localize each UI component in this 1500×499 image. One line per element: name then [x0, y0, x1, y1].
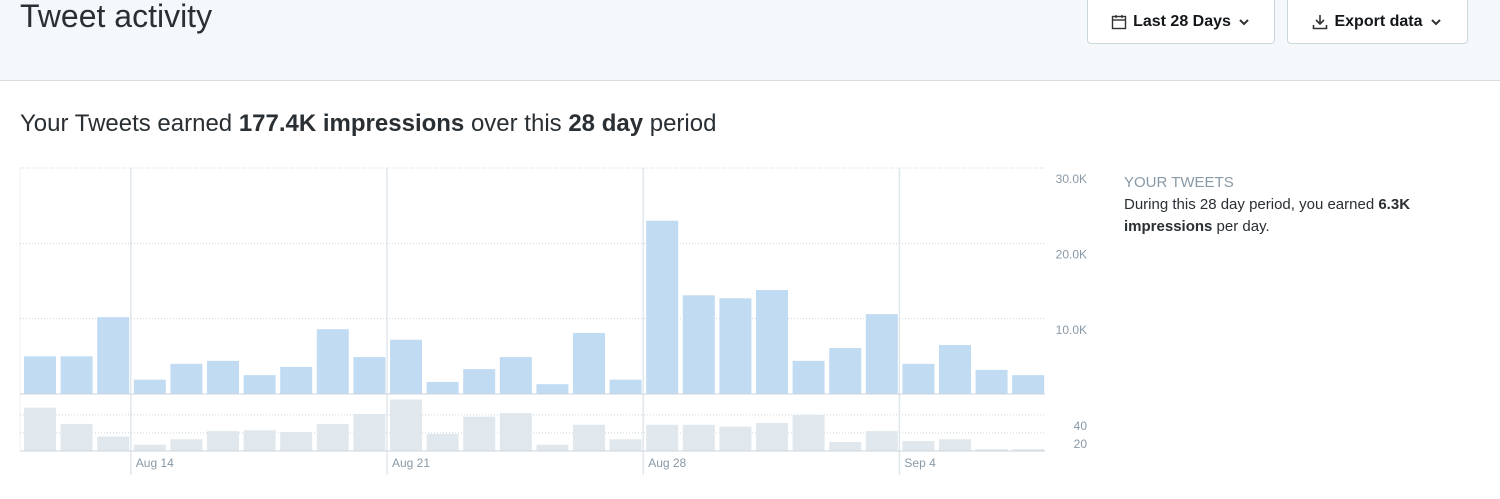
bar	[719, 298, 752, 394]
bar	[280, 432, 313, 451]
text: Your Tweets earned	[20, 110, 233, 137]
bar	[536, 444, 569, 451]
x-tick-label: Aug 14	[136, 456, 174, 470]
bar	[499, 357, 532, 394]
bar	[499, 413, 532, 451]
text: over this	[470, 110, 562, 137]
bar	[426, 381, 459, 394]
date-range-button[interactable]: Last 28 Days	[1087, 0, 1275, 44]
bar	[24, 356, 56, 394]
bar	[243, 375, 276, 394]
bar	[316, 329, 349, 394]
bar	[573, 332, 605, 394]
bar	[353, 357, 386, 394]
bar	[975, 449, 1008, 451]
bar	[646, 220, 679, 394]
bar	[865, 431, 898, 451]
bar	[902, 441, 935, 451]
bar	[60, 423, 93, 451]
bar	[1012, 449, 1045, 451]
bar	[170, 363, 203, 394]
bar	[280, 366, 313, 394]
header: Tweet activity Last 28 Days Export data	[0, 0, 1500, 81]
export-button[interactable]: Export data	[1287, 0, 1468, 44]
bar	[243, 430, 276, 451]
bar	[646, 424, 679, 451]
download-icon	[1313, 15, 1328, 30]
side-text: During this 28 day period, you earned 6.…	[1124, 194, 1484, 238]
bar	[353, 413, 386, 451]
bar	[463, 416, 496, 451]
bar	[829, 441, 862, 451]
bar	[719, 426, 752, 451]
bar	[170, 439, 203, 451]
bar	[1012, 375, 1045, 394]
y-tick-label: 10.0K	[1056, 323, 1087, 337]
bar	[426, 433, 459, 451]
bar	[316, 423, 349, 451]
text: During this 28 day period, you earned	[1124, 196, 1375, 213]
side-heading: YOUR TWEETS	[1124, 174, 1234, 191]
calendar-icon	[1111, 15, 1127, 30]
text: 177.4K impressions	[238, 110, 465, 137]
bar	[390, 339, 422, 394]
chevron	[1430, 19, 1441, 26]
text: period	[649, 110, 717, 137]
bar	[390, 399, 422, 451]
button-label: Last 28 Days	[1133, 13, 1231, 30]
bar	[97, 436, 130, 451]
chevron	[1239, 19, 1249, 26]
bar	[573, 424, 605, 451]
chart: Aug 14 Aug 21 Aug 28 Sep 4 10.0K 20.0K 30.0K 20…	[19, 167, 1088, 475]
y-tick-label: 20	[1074, 437, 1088, 451]
x-tick-label: Sep 4	[904, 456, 936, 470]
bar	[975, 369, 1008, 394]
summary: Your Tweets earned 177.4K impressions ov…	[20, 110, 716, 138]
page-title: Tweet activity	[20, 0, 213, 34]
y-tick-label: 30.0K	[1056, 172, 1087, 186]
bar	[609, 439, 642, 451]
text: 28 day	[568, 110, 644, 137]
bar	[133, 379, 166, 394]
bar	[682, 424, 715, 451]
text: 6.3K impressions	[1124, 196, 1411, 235]
bar	[792, 414, 825, 451]
bar	[536, 384, 569, 394]
bar	[792, 360, 825, 394]
bar	[60, 356, 93, 394]
bar	[756, 423, 788, 451]
bar	[939, 345, 971, 394]
side-panel: YOUR TWEETS During this 28 day period, y…	[1124, 172, 1484, 238]
bar	[207, 360, 239, 394]
y-tick-label: 20.0K	[1056, 248, 1087, 262]
x-tick-label: Aug 28	[648, 456, 686, 470]
bar	[24, 407, 56, 451]
bar	[97, 317, 130, 394]
button-label: Export data	[1334, 13, 1423, 30]
text: per day.	[1216, 218, 1270, 235]
bar	[939, 439, 971, 451]
bar	[902, 363, 935, 394]
bar	[865, 314, 898, 394]
bar	[756, 290, 788, 394]
bar	[682, 295, 715, 394]
bar	[609, 379, 642, 394]
x-tick-label: Aug 21	[392, 456, 430, 470]
bar	[207, 431, 239, 451]
bar	[829, 348, 862, 394]
y-tick-label: 40	[1074, 419, 1088, 433]
bar	[133, 444, 166, 451]
bar	[463, 369, 496, 394]
